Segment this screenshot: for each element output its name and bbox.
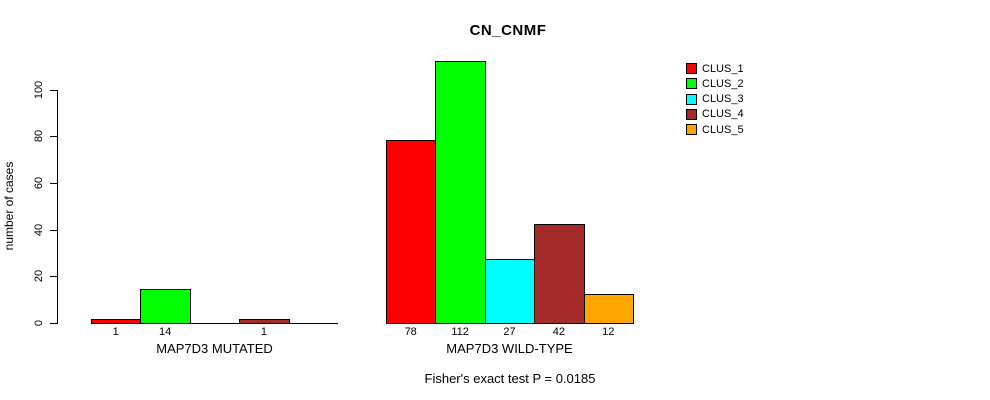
y-tick-mark <box>50 89 57 91</box>
legend-item: CLUS_2 <box>686 77 744 90</box>
bar-clus_4 <box>534 223 585 324</box>
bar-clus_1 <box>91 319 142 324</box>
legend-swatch-clus_4 <box>686 108 697 120</box>
legend-label: CLUS_3 <box>702 93 744 106</box>
bar-value-label: 112 <box>451 326 469 338</box>
legend-label: CLUS_2 <box>702 77 744 90</box>
chart-title: CN_CNMF <box>469 22 547 39</box>
bar-value-label: 1 <box>112 326 119 338</box>
bar-clus_1 <box>386 140 437 324</box>
y-tick-mark <box>50 136 57 138</box>
bar-clus_2 <box>140 289 191 324</box>
bar-value-label: 78 <box>404 326 417 338</box>
legend-item: CLUS_5 <box>686 123 744 136</box>
bar-value-label: 1 <box>260 326 267 338</box>
bar-value-label: 42 <box>552 326 566 338</box>
bar-value-label: 14 <box>158 326 172 338</box>
bar-clus_2 <box>435 60 486 324</box>
x-baseline <box>91 322 338 324</box>
legend-item: CLUS_3 <box>686 93 744 106</box>
legend-swatch-clus_5 <box>686 124 697 136</box>
y-axis-line <box>57 89 58 324</box>
x-group-label: MAP7D3 WILD-TYPE <box>446 341 573 356</box>
footer-annotation: Fisher's exact test P = 0.0185 <box>424 371 596 386</box>
legend-swatch-clus_1 <box>686 63 697 74</box>
bar-clus_5 <box>583 293 634 324</box>
bar-value-label: 12 <box>602 326 615 338</box>
y-tick-mark <box>50 229 57 231</box>
y-tick-mark <box>50 322 57 324</box>
bar-clus_4 <box>239 319 290 324</box>
legend: CLUS_1 CLUS_2 CLUS_3 CLUS_4 CLUS_5 <box>686 62 744 138</box>
legend-swatch-clus_3 <box>686 93 697 105</box>
x-group-label: MAP7D3 MUTATED <box>156 341 273 356</box>
bar-value-label: 27 <box>503 326 516 338</box>
legend-label: CLUS_5 <box>702 123 744 136</box>
legend-label: CLUS_1 <box>702 62 744 75</box>
legend-item: CLUS_4 <box>686 108 744 121</box>
legend-swatch-clus_2 <box>686 78 697 90</box>
y-tick-mark <box>50 276 57 278</box>
bar-clus_3 <box>484 258 536 324</box>
y-tick-mark <box>50 182 57 184</box>
legend-label: CLUS_4 <box>702 108 744 121</box>
legend-item: CLUS_1 <box>686 62 744 75</box>
